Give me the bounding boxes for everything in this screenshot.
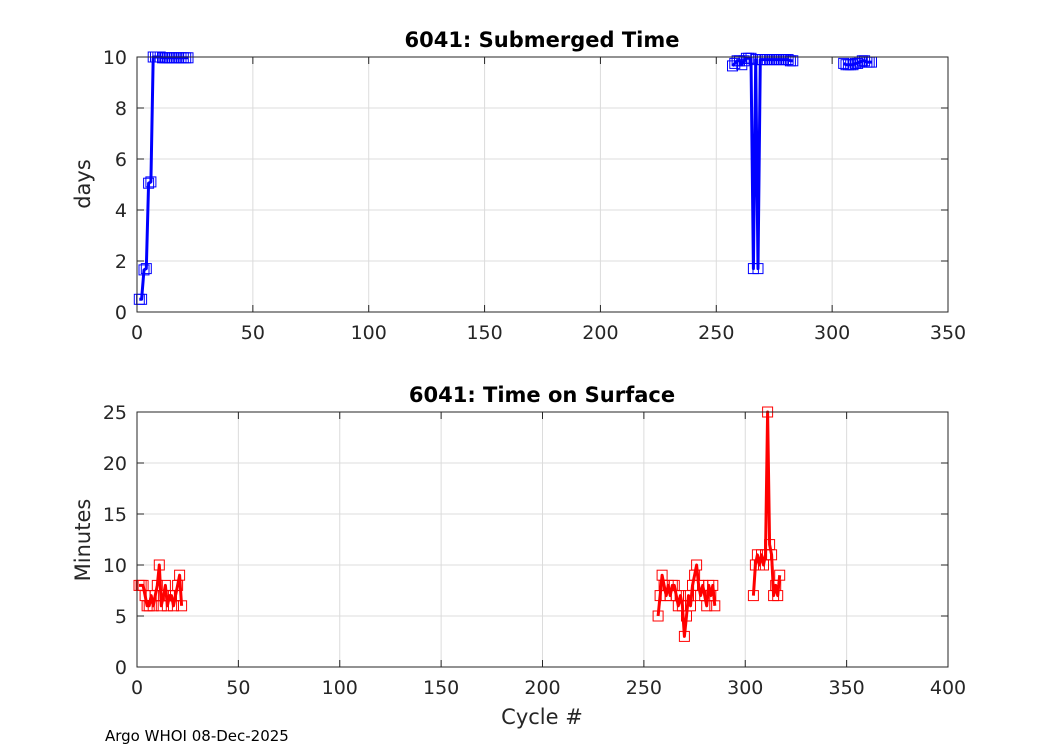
submerged-time-ytick-label: 6	[115, 149, 127, 171]
submerged-time-data-point	[138, 264, 150, 276]
surface-time-series-line	[751, 410, 782, 598]
surface-time-data-point	[678, 630, 690, 642]
surface-time-data-point	[153, 559, 165, 571]
surface-time-xlabel: Cycle #	[501, 705, 583, 729]
submerged-time-title: 6041: Submerged Time	[404, 28, 679, 52]
submerged-time-data-point	[787, 55, 799, 67]
surface-time-data-point	[685, 600, 696, 612]
submerged-time-ytick-label: 0	[115, 302, 127, 324]
submerged-time-axes-frame	[136, 56, 949, 313]
surface-time-xtick-label: 100	[322, 677, 358, 699]
submerged-time-data-point	[143, 177, 155, 189]
surface-time-xtick-label: 250	[626, 677, 662, 699]
surface-time-data-point	[652, 610, 664, 622]
surface-time-ytick-label: 10	[103, 555, 127, 577]
surface-time-data-point	[766, 549, 778, 561]
surface-time-ylabel: Minutes	[71, 499, 95, 582]
surface-time-xtick-label: 200	[524, 677, 560, 699]
surface-time-ytick-label: 25	[103, 402, 127, 424]
footer-credit: Argo WHOI 08-Dec-2025	[105, 727, 289, 745]
surface-time-title: 6041: Time on Surface	[409, 383, 675, 407]
surface-time-xtick-label: 150	[423, 677, 459, 699]
submerged-time-data-point	[140, 263, 152, 275]
submerged-time-grid	[137, 57, 948, 312]
submerged-time-series-line	[139, 55, 188, 301]
submerged-time-xtick-label: 0	[131, 322, 143, 344]
surface-time-data-point	[709, 600, 721, 612]
surface-time-xtick-label: 300	[727, 677, 763, 699]
surface-time-xtick-label: 400	[930, 677, 966, 699]
surface-time-xtick-label: 350	[828, 677, 864, 699]
surface-time-data-point	[774, 569, 786, 581]
submerged-time-data-point	[145, 176, 157, 188]
submerged-time-xtick-label: 100	[351, 322, 387, 344]
surface-time-data-point	[747, 590, 759, 602]
surface-time-data-point	[707, 579, 719, 591]
submerged-time-xtick-label: 350	[930, 322, 966, 344]
surface-time-ytick-label: 20	[103, 453, 127, 475]
surface-time-data-point	[174, 569, 186, 581]
surface-time-data-point	[176, 600, 188, 612]
surface-time-ytick-label: 0	[115, 657, 127, 679]
surface-time-chart: 0 50 100 150 200 250 300 350 400 0 5 10 15 20 25 6041:…	[71, 383, 966, 729]
submerged-time-data-point	[182, 52, 194, 64]
submerged-time-xtick-label: 150	[466, 322, 502, 344]
submerged-time-xtick-label: 50	[241, 322, 265, 344]
submerged-time-ytick-label: 8	[115, 98, 127, 120]
surface-time-data-point	[151, 579, 163, 591]
surface-time-ytick-label: 5	[115, 606, 127, 628]
surface-time-data-point	[772, 590, 784, 602]
surface-time-ytick-label: 15	[103, 504, 127, 526]
surface-time-data-point	[691, 559, 703, 571]
submerged-time-ytick-label: 4	[115, 200, 127, 222]
submerged-time-xtick-label: 250	[698, 322, 734, 344]
submerged-time-xtick-label: 200	[582, 322, 618, 344]
submerged-time-chart: 0 50 100 150 200 250 300 350 0 2 4 6 8 10 6041: Subme…	[71, 28, 966, 344]
submerged-time-data-point	[752, 263, 764, 275]
surface-time-grid	[137, 412, 948, 667]
surface-time-xtick-label: 0	[131, 677, 143, 699]
submerged-time-xtick-label: 300	[814, 322, 850, 344]
submerged-time-ytick-label: 2	[115, 251, 127, 273]
submerged-time-ytick-label: 10	[103, 47, 127, 69]
submerged-time-ticks: 0 50 100 150 200 250 300 350 0 2 4 6 8 10	[103, 47, 966, 344]
submerged-time-ylabel: days	[71, 159, 95, 209]
surface-time-ticks: 0 50 100 150 200 250 300 350 400 0 5 10 15 20 25	[103, 402, 966, 699]
surface-time-xtick-label: 50	[226, 677, 250, 699]
